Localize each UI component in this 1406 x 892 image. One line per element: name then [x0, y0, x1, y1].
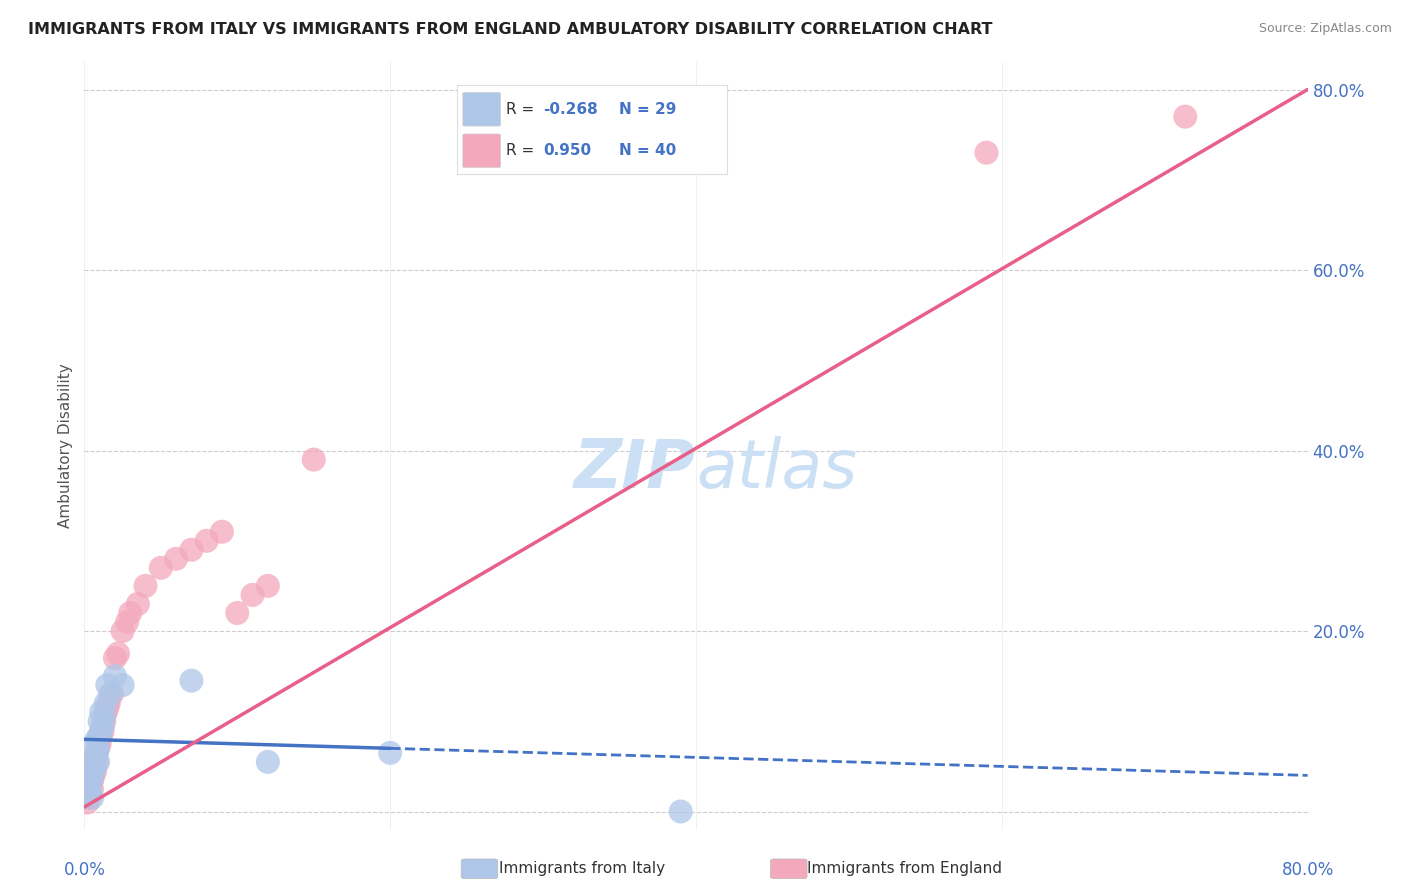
Point — [104, 651, 127, 665]
Point — [96, 700, 118, 714]
Y-axis label: Ambulatory Disability: Ambulatory Disability — [58, 364, 73, 528]
Point — [76, 777, 98, 791]
Point — [149, 561, 172, 575]
Point — [86, 746, 108, 760]
Text: Source: ZipAtlas.com: Source: ZipAtlas.com — [1258, 22, 1392, 36]
Point — [80, 772, 103, 787]
Point — [101, 687, 124, 701]
Point — [94, 705, 117, 719]
Text: 0.0%: 0.0% — [63, 861, 105, 880]
Point — [257, 579, 280, 593]
Text: Immigrants from England: Immigrants from England — [807, 862, 1002, 876]
Point — [165, 551, 187, 566]
Point — [84, 750, 107, 764]
Point — [83, 759, 105, 773]
Text: ZIP: ZIP — [574, 436, 696, 502]
Point — [211, 524, 233, 539]
Text: 80.0%: 80.0% — [1281, 861, 1334, 880]
Point — [94, 696, 117, 710]
Point — [84, 737, 107, 751]
Point — [79, 787, 101, 801]
Point — [89, 732, 111, 747]
Point — [302, 452, 325, 467]
Point — [80, 772, 103, 787]
Point — [111, 624, 134, 638]
Point — [93, 710, 115, 724]
Point — [135, 579, 157, 593]
Point — [1174, 110, 1197, 124]
Point — [87, 741, 110, 756]
Point — [83, 764, 105, 778]
Point — [89, 737, 111, 751]
Text: atlas: atlas — [696, 436, 858, 502]
Point — [89, 728, 111, 742]
Point — [226, 606, 249, 620]
Point — [77, 781, 100, 796]
Point — [380, 746, 402, 760]
Point — [80, 791, 103, 805]
Point — [111, 678, 134, 692]
Text: Immigrants from Italy: Immigrants from Italy — [499, 862, 665, 876]
Point — [120, 606, 142, 620]
Point — [91, 723, 114, 738]
Point — [76, 796, 98, 810]
Text: IMMIGRANTS FROM ITALY VS IMMIGRANTS FROM ENGLAND AMBULATORY DISABILITY CORRELATI: IMMIGRANTS FROM ITALY VS IMMIGRANTS FROM… — [28, 22, 993, 37]
Point — [79, 768, 101, 782]
Point — [242, 588, 264, 602]
Point — [669, 805, 692, 819]
Point — [115, 615, 138, 629]
Point — [86, 755, 108, 769]
Point — [77, 791, 100, 805]
Point — [84, 759, 107, 773]
Point — [83, 768, 105, 782]
Point — [86, 732, 108, 747]
Point — [97, 696, 120, 710]
Point — [86, 746, 108, 760]
Point — [83, 750, 105, 764]
Point — [90, 728, 112, 742]
Point — [80, 781, 103, 796]
Point — [91, 719, 114, 733]
Point — [976, 145, 998, 160]
Point — [257, 755, 280, 769]
Point — [180, 673, 202, 688]
Point — [93, 714, 115, 729]
Point — [87, 741, 110, 756]
Point — [90, 705, 112, 719]
Point — [98, 687, 121, 701]
Point — [104, 669, 127, 683]
Point — [127, 597, 149, 611]
Point — [107, 647, 129, 661]
Point — [89, 714, 111, 729]
Point — [90, 723, 112, 738]
Point — [84, 764, 107, 778]
Point — [96, 678, 118, 692]
Point — [79, 777, 101, 791]
Point — [87, 755, 110, 769]
Point — [195, 533, 218, 548]
Point — [180, 542, 202, 557]
Point — [79, 787, 101, 801]
